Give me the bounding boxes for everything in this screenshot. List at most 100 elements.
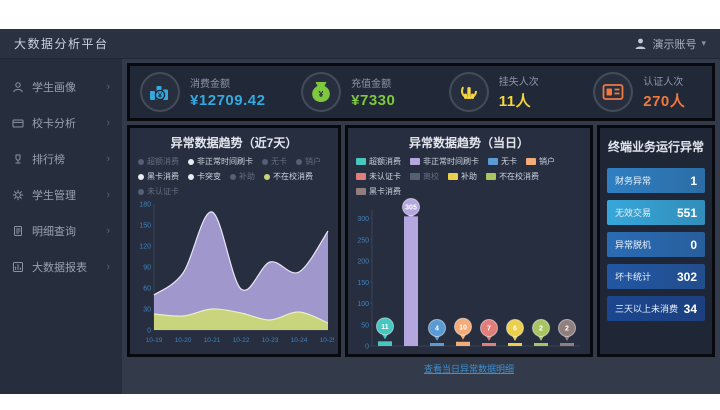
bar-value-balloon (454, 317, 472, 336)
legend-item[interactable]: 黑卡消费 (138, 171, 179, 182)
legend-label: 离校 (423, 172, 439, 181)
legend-item[interactable]: 卡突变 (188, 171, 221, 182)
bar-value-balloon (402, 198, 420, 216)
app-title: 大数据分析平台 (14, 37, 109, 51)
student-portrait-icon (13, 82, 23, 93)
chevron-down-icon: ▾ (701, 38, 706, 48)
legend-label: 不在校消费 (499, 172, 539, 181)
bar-chart-title: 异常数据趋势（当日） (408, 136, 529, 150)
legend-label: 超额消费 (147, 157, 179, 166)
legend-label: 非正常时间刷卡 (423, 157, 479, 166)
legend-label: 销户 (539, 157, 555, 166)
legend-label: 黑卡消费 (147, 172, 179, 181)
ranking-icon (15, 154, 21, 164)
auth-count-icon (593, 72, 634, 112)
legend-label: 黑卡消费 (369, 187, 401, 196)
legend-item[interactable]: 离校 (410, 171, 439, 182)
svg-text:¥: ¥ (158, 91, 163, 100)
chevron-right-icon: › (106, 261, 110, 273)
legend-item[interactable]: 不在校消费 (486, 171, 539, 182)
legend-item[interactable]: 未认证卡 (138, 186, 179, 197)
legend-swatch (448, 173, 458, 180)
svg-text:100: 100 (357, 301, 369, 308)
campus-card-icon (12, 119, 24, 128)
area-chart-legend: 超额消费 非正常时间刷卡 无卡 销户黑卡消费 卡突变 补助 不在校消费未认证卡 (130, 151, 338, 198)
terminal-row-label: 财务异常 (615, 176, 652, 186)
bar-chart-legend: 超额消费 非正常时间刷卡 无卡 销户未认证卡 离校 补助 不在校消费黑卡消费 (348, 151, 590, 198)
terminal-row-label: 坏卡统计 (615, 272, 652, 282)
legend-dot (264, 173, 270, 180)
svg-text:90: 90 (143, 265, 151, 272)
legend-swatch (410, 173, 420, 180)
bigdata-report-icon (13, 262, 23, 272)
sidebar-item-label: 学生画像 (32, 82, 76, 94)
user-name: 演示账号 (652, 38, 697, 51)
svg-text:¥: ¥ (319, 89, 324, 99)
terminal-row-label: 无效交易 (615, 208, 652, 218)
legend-label: 未认证卡 (147, 187, 179, 196)
svg-text:10-23: 10-23 (262, 337, 279, 344)
kpi-text: 充值金额 ¥7330 (351, 75, 395, 109)
legend-item[interactable]: 黑卡消费 (356, 186, 401, 197)
detail-link[interactable]: 查看当日异常数据明细 (423, 364, 514, 374)
legend-item[interactable]: 非正常时间刷卡 (188, 156, 253, 167)
bar-chart: 0 50 100 150 200 250 300 11 305 4 10 7 6 2 2 (348, 198, 590, 361)
sidebar-item-label: 校卡分析 (32, 118, 76, 130)
sidebar-item-student-portrait[interactable]: 学生画像 › (0, 69, 122, 105)
legend-swatch (488, 158, 498, 165)
legend-item[interactable]: 补助 (448, 171, 477, 182)
chevron-right-icon: › (106, 81, 110, 93)
svg-text:6: 6 (513, 326, 517, 333)
legend-item[interactable]: 销户 (296, 156, 321, 167)
sidebar-item-card-analysis[interactable]: 校卡分析 › (0, 105, 122, 141)
legend-item[interactable]: 销户 (526, 156, 555, 167)
terminal-row-value: 302 (676, 269, 697, 284)
svg-text:150: 150 (357, 280, 369, 287)
bar-未认证卡: 7 (480, 319, 498, 346)
sidebar-item-detail-query[interactable]: 明细查询 › (0, 213, 122, 249)
legend-item[interactable]: 不在校消费 (264, 171, 313, 182)
legend-item[interactable]: 超额消费 (138, 156, 179, 167)
svg-text:0: 0 (147, 328, 151, 335)
loss-report-icon (448, 72, 489, 112)
svg-text:11: 11 (381, 324, 389, 331)
legend-label: 无卡 (271, 157, 287, 166)
sidebar-item-student-manage[interactable]: 学生管理 › (0, 177, 122, 213)
bar-value-balloon (376, 317, 394, 336)
svg-text:2: 2 (565, 326, 569, 333)
legend-item[interactable]: 超额消费 (356, 156, 401, 167)
legend-label: 非正常时间刷卡 (197, 157, 253, 166)
legend-item[interactable]: 无卡 (488, 156, 517, 167)
bar-value-balloon (532, 319, 550, 337)
legend-item[interactable]: 非正常时间刷卡 (410, 156, 479, 167)
legend-label: 未认证卡 (369, 172, 401, 181)
bar-value-balloon (506, 319, 524, 337)
sidebar-item-bigdata-report[interactable]: 大数据报表 › (0, 249, 122, 285)
user-menu[interactable]: 演示账号 ▾ (634, 36, 706, 52)
legend-label: 无卡 (501, 157, 517, 166)
legend-swatch (410, 158, 420, 165)
bar-chart-svg: 0 50 100 150 200 250 300 11 305 4 10 7 6 2 2 (357, 198, 580, 351)
bar-value-balloon (428, 319, 446, 337)
kpi-value: 11人 (498, 93, 532, 110)
chevron-right-icon: › (106, 189, 110, 201)
legend-dot (230, 173, 236, 180)
sidebar-item-ranking[interactable]: 排行榜 › (0, 141, 122, 177)
legend-dot (296, 158, 302, 165)
terminal-rows: 财务异常 1 无效交易 551 异常脱机 0 坏卡统计 302 三天以上未消费 34 (600, 168, 712, 321)
legend-dot (188, 173, 194, 180)
legend-item[interactable]: 未认证卡 (356, 171, 401, 182)
bar-非正常时间刷卡: 305 (402, 198, 420, 346)
detail-query-icon (14, 226, 22, 236)
sidebar-item-label: 排行榜 (32, 154, 65, 166)
legend-label: 补助 (239, 172, 255, 181)
legend-item[interactable]: 补助 (230, 171, 255, 182)
kpi-label: 挂失人次 (498, 77, 539, 88)
legend-item[interactable]: 无卡 (262, 156, 287, 167)
kpi-value: ¥12709.42 (190, 92, 266, 109)
terminal-row: 财务异常 1 (607, 168, 705, 193)
bar-销户: 10 (454, 317, 472, 346)
terminal-row-value: 0 (690, 237, 697, 252)
legend-label: 超额消费 (369, 157, 401, 166)
